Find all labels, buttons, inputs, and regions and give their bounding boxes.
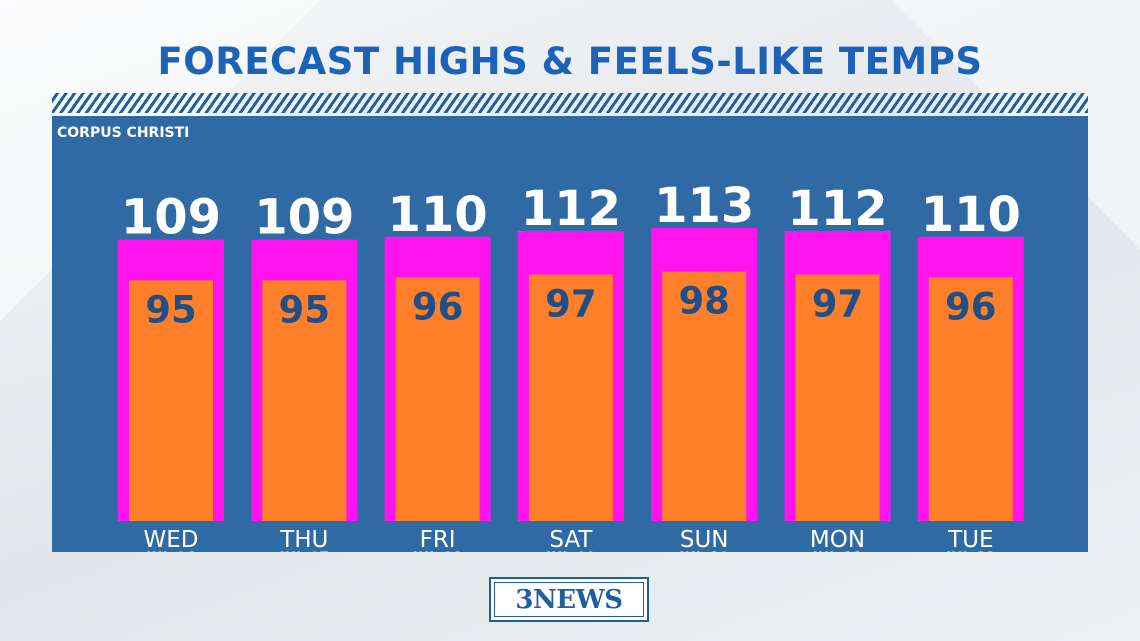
day-tick-label: TUE [947,527,993,552]
date-tick-label: JUL 07 [278,550,329,552]
feels-like-label: 113 [654,178,754,234]
location-label: CORPUS CHRISTI [57,125,190,141]
feels-like-label: 110 [921,187,1021,243]
high-temp-bar [795,274,880,521]
feels-like-label: 109 [254,190,354,246]
high-temp-bar [662,271,747,521]
date-tick-label: JUL 11 [812,550,863,552]
feels-like-label: 112 [521,181,621,237]
high-temp-label: 96 [412,285,464,328]
high-temp-label: 98 [678,280,730,323]
feels-like-label: 109 [121,190,221,246]
date-tick-label: JUL 08 [412,550,463,552]
high-temp-label: 97 [545,283,597,326]
hatch-stripe-divider [52,93,1088,113]
date-tick-label: JUL 12 [945,550,996,552]
high-temp-label: 96 [945,285,997,328]
bar-chart: 10995WEDJUL 0610995THUJUL 0711096FRIJUL … [118,178,1024,552]
day-tick-label: SAT [549,527,593,552]
day-tick-label: MON [810,527,865,552]
high-temp-bar [528,274,613,521]
day-tick-label: SUN [680,527,729,552]
date-tick-label: JUL 10 [678,550,729,552]
high-temp-bar [262,280,347,521]
station-logo: 3NEWS [489,577,649,622]
high-temp-bar [928,277,1013,521]
high-temp-label: 95 [279,288,331,331]
day-tick-label: FRI [420,527,456,552]
day-tick-label: WED [144,527,199,552]
chart-title: FORECAST HIGHS & FEELS-LIKE TEMPS [157,40,983,83]
feels-like-label: 110 [387,187,487,243]
date-tick-label: JUL 09 [545,550,596,552]
high-temp-bar [129,280,213,521]
date-tick-label: JUL 06 [145,550,196,552]
chart-panel: CORPUS CHRISTI 10995WEDJUL 0610995THUJUL… [52,116,1088,552]
high-temp-label: 97 [812,283,864,326]
day-tick-label: THU [279,527,328,552]
high-temp-bar [395,277,480,521]
feels-like-label: 112 [787,181,887,237]
station-logo-text: 3NEWS [494,582,644,617]
high-temp-label: 95 [145,288,197,331]
